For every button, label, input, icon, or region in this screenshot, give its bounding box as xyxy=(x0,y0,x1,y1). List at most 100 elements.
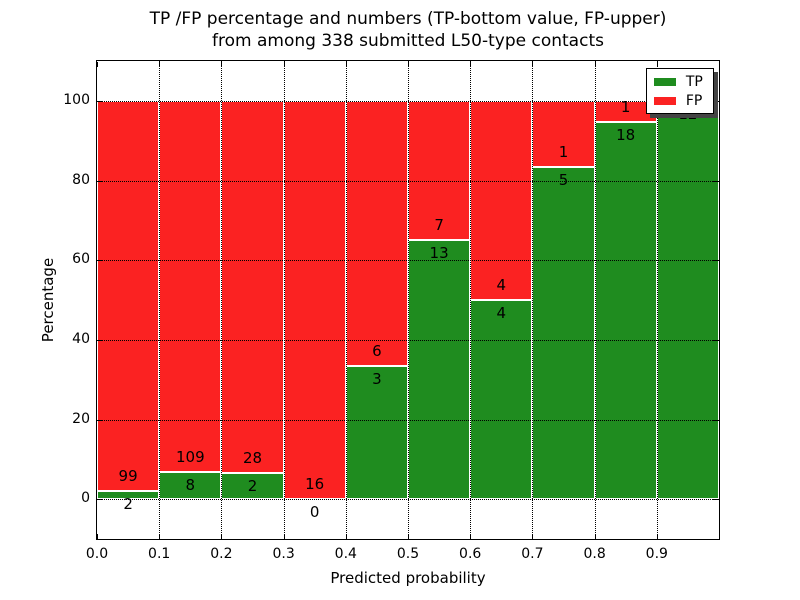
y-axis-label: Percentage xyxy=(39,257,57,343)
fp-count-label: 6 xyxy=(372,342,382,361)
x-tick-mark-bottom xyxy=(159,534,161,539)
x-gridline xyxy=(408,61,409,539)
x-tick-mark-bottom xyxy=(532,534,534,539)
legend: TP FP xyxy=(646,68,714,114)
legend-fp-swatch-icon xyxy=(654,96,676,105)
legend-row-tp: TP xyxy=(654,74,706,90)
x-gridline xyxy=(221,61,223,539)
x-tick-mark-top xyxy=(97,62,98,67)
x-gridline xyxy=(470,61,472,539)
y-tick-mark-right xyxy=(713,419,718,421)
x-tick-mark-bottom xyxy=(345,534,347,539)
y-tick-label: 0 xyxy=(81,490,90,507)
fp-bar-segment xyxy=(159,100,222,472)
y-tick-mark-left xyxy=(98,260,103,262)
fp-bar-segment xyxy=(97,100,160,492)
fp-bar-segment xyxy=(408,100,471,241)
tp-count-label: 13 xyxy=(429,244,449,263)
y-tick-mark-left xyxy=(98,419,103,421)
fp-bar-segment xyxy=(532,100,595,168)
chart-title-line-2: from among 338 submitted L50-type contac… xyxy=(212,31,604,51)
x-tick-mark-top xyxy=(470,62,472,67)
y-gridline xyxy=(97,499,719,501)
x-tick-mark-bottom xyxy=(594,534,596,539)
x-tick-label: 0.0 xyxy=(85,546,109,562)
y-tick-mark-right xyxy=(713,499,718,501)
tp-count-label: 3 xyxy=(372,370,382,389)
x-tick-label: 0.9 xyxy=(645,546,668,562)
tp-bar-segment xyxy=(656,100,719,500)
fp-bar-segment xyxy=(470,100,533,300)
x-tick-mark-bottom xyxy=(283,534,285,539)
x-tick-mark-top xyxy=(594,62,596,67)
x-tick-mark-top xyxy=(283,62,285,67)
x-tick-label: 0.1 xyxy=(148,546,171,562)
x-tick-mark-bottom xyxy=(470,534,472,539)
y-gridline xyxy=(97,180,719,182)
x-gridline xyxy=(159,61,161,539)
y-tick-mark-right xyxy=(713,339,718,341)
fp-count-label: 1 xyxy=(558,143,569,162)
fp-count-label: 28 xyxy=(242,448,263,467)
x-tick-mark-top xyxy=(656,62,658,67)
legend-tp-swatch-icon xyxy=(654,77,676,86)
x-gridline xyxy=(345,61,347,539)
x-gridline xyxy=(594,61,596,539)
tp-bar-segment xyxy=(470,300,533,500)
y-gridline xyxy=(97,419,719,421)
x-tick-label: 0.6 xyxy=(459,546,482,562)
chart-title: TP /FP percentage and numbers (TP-bottom… xyxy=(8,8,800,52)
y-tick-mark-right xyxy=(713,180,718,182)
tp-bar-segment xyxy=(408,240,471,500)
tp-count-label: 18 xyxy=(616,125,636,144)
x-tick-label: 0.2 xyxy=(210,546,233,562)
fp-count-label: 4 xyxy=(496,276,507,294)
tp-count-label: 4 xyxy=(496,304,507,322)
fp-count-label: 99 xyxy=(118,467,138,486)
x-tick-mark-bottom xyxy=(97,534,98,539)
fp-count-label: 1 xyxy=(620,97,631,116)
tp-count-label: 5 xyxy=(558,171,569,190)
y-tick-mark-left xyxy=(98,100,103,102)
tp-bar-segment xyxy=(159,471,222,500)
tp-count-label: 0 xyxy=(309,503,320,522)
tp-count-label: 8 xyxy=(185,475,196,494)
fp-bar-segment xyxy=(345,100,408,367)
x-tick-label: 0.8 xyxy=(583,546,606,562)
fp-count-label: 109 xyxy=(175,447,205,466)
y-tick-label: 40 xyxy=(72,330,90,347)
x-tick-label: 0.3 xyxy=(272,546,295,562)
x-axis-label: Predicted probability xyxy=(330,569,486,587)
tp-bar-segment xyxy=(532,167,595,500)
x-tick-mark-top xyxy=(408,62,409,67)
y-tick-mark-right xyxy=(713,260,718,262)
x-gridline xyxy=(532,61,534,539)
legend-tp-label: TP xyxy=(685,73,703,90)
y-gridline xyxy=(97,100,719,102)
x-tick-label: 0.7 xyxy=(521,546,544,562)
y-tick-mark-right xyxy=(713,100,718,102)
legend-row-fp: FP xyxy=(654,93,706,109)
tp-count-label: 2 xyxy=(247,476,258,495)
fp-count-label: 7 xyxy=(434,216,444,235)
tp-bar-segment xyxy=(97,491,160,500)
x-tick-label: 0.5 xyxy=(396,546,420,562)
y-gridline xyxy=(97,339,719,341)
x-tick-mark-top xyxy=(221,62,223,67)
tp-bar-segment xyxy=(594,121,657,500)
x-tick-label: 0.4 xyxy=(334,546,357,562)
x-tick-mark-top xyxy=(345,62,347,67)
x-tick-mark-bottom xyxy=(221,534,223,539)
x-gridline xyxy=(656,61,658,539)
fp-bar-segment xyxy=(283,100,346,500)
legend-fp-label: FP xyxy=(685,92,703,109)
y-tick-label: 20 xyxy=(72,410,90,427)
chart-title-line-1: TP /FP percentage and numbers (TP-bottom… xyxy=(149,9,667,29)
y-gridline xyxy=(97,260,719,262)
y-tick-label: 100 xyxy=(63,91,90,108)
x-tick-mark-top xyxy=(159,62,161,67)
y-tick-mark-left xyxy=(98,499,103,501)
x-tick-mark-bottom xyxy=(408,534,409,539)
fp-count-label: 16 xyxy=(305,475,325,494)
